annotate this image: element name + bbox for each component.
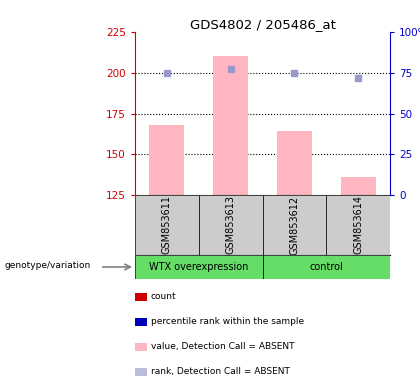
Text: GSM853614: GSM853614	[353, 195, 363, 255]
Text: value, Detection Call = ABSENT: value, Detection Call = ABSENT	[151, 342, 294, 351]
Bar	[341, 177, 375, 195]
Text: GSM853611: GSM853611	[162, 195, 172, 255]
Point	[163, 70, 170, 76]
Bar	[135, 195, 199, 255]
Bar	[213, 56, 248, 195]
Bar	[262, 255, 390, 279]
Text: rank, Detection Call = ABSENT: rank, Detection Call = ABSENT	[151, 367, 290, 376]
Bar	[326, 195, 390, 255]
Title: GDS4802 / 205486_at: GDS4802 / 205486_at	[189, 18, 336, 31]
Text: count: count	[151, 292, 176, 301]
Point	[355, 74, 362, 81]
Point	[291, 70, 298, 76]
Bar	[262, 195, 326, 255]
Text: percentile rank within the sample: percentile rank within the sample	[151, 317, 304, 326]
Bar	[277, 131, 312, 195]
Bar	[150, 125, 184, 195]
Text: control: control	[310, 262, 343, 272]
Point	[227, 66, 234, 73]
Text: GSM853612: GSM853612	[289, 195, 299, 255]
Bar	[135, 255, 262, 279]
Text: WTX overexpression: WTX overexpression	[149, 262, 249, 272]
Text: GSM853613: GSM853613	[226, 195, 236, 255]
Text: genotype/variation: genotype/variation	[4, 261, 90, 270]
Bar	[199, 195, 262, 255]
